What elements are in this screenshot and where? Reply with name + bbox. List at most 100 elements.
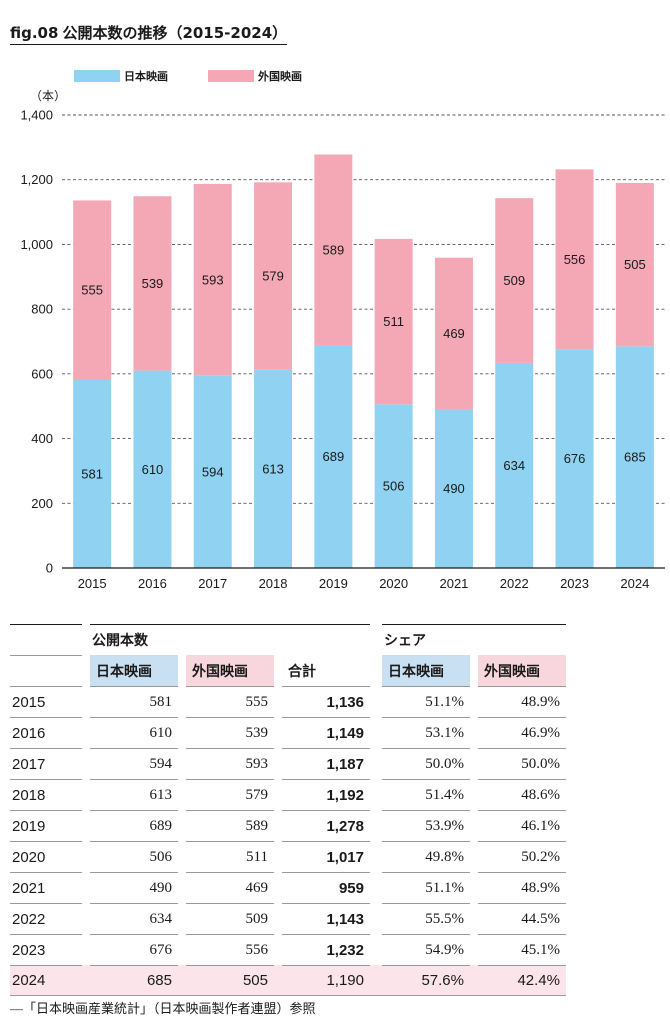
row-jp-share: 51.1%	[382, 872, 470, 903]
row-foreign-share: 48.9%	[478, 686, 566, 717]
table-row: 2024 685 505 1,190 57.6% 42.4%	[10, 965, 566, 996]
stacked-bar-chart: 日本映画 外国映画 （本） 0 200 400 600 800 1,000 1,200 1,400 5…	[20, 69, 665, 591]
col-header-foreign-share: 外国映画	[478, 655, 566, 686]
row-jp-count: 676	[90, 934, 178, 965]
row-foreign-count: 511	[186, 841, 274, 872]
row-foreign-share: 46.1%	[478, 810, 566, 841]
data-label: 556	[564, 252, 586, 267]
row-jp-count: 689	[90, 810, 178, 841]
row-foreign-share: 44.5%	[478, 903, 566, 934]
bar-foreign	[254, 182, 293, 370]
group-header-counts: 公開本数	[90, 624, 370, 655]
data-label: 506	[383, 479, 405, 494]
source-note: ―「日本映画産業統計」（日本映画製作者連盟）参照	[10, 1001, 316, 1016]
bar-japanese	[495, 362, 534, 568]
x-tick-label: 2017	[198, 576, 227, 591]
legend-label: 外国映画	[257, 69, 302, 83]
y-tick-label: 800	[31, 302, 53, 317]
data-label: 589	[322, 242, 344, 257]
row-foreign-count: 579	[186, 779, 274, 810]
bar-foreign	[555, 169, 594, 350]
row-year: 2024	[10, 965, 82, 996]
data-label: 469	[443, 326, 465, 341]
y-tick-label: 0	[46, 561, 53, 576]
data-label: 613	[262, 461, 284, 476]
table-row: 2023 676 556 1,232 54.9% 45.1%	[10, 934, 566, 965]
row-year: 2019	[10, 810, 82, 841]
bar-japanese	[193, 375, 232, 568]
bar-japanese	[434, 409, 473, 568]
row-foreign-count: 589	[186, 810, 274, 841]
table-row: 2016 610 539 1,149 53.1% 46.9%	[10, 717, 566, 748]
bar-japanese	[254, 369, 293, 568]
data-label: 594	[202, 464, 224, 479]
row-year: 2023	[10, 934, 82, 965]
row-total: 1,143	[282, 903, 370, 934]
row-foreign-count: 539	[186, 717, 274, 748]
bar-foreign	[615, 182, 654, 347]
bar-foreign	[374, 238, 413, 405]
bar-japanese	[133, 370, 172, 568]
data-label: 505	[624, 257, 646, 272]
legend-swatch	[208, 70, 254, 82]
row-year: 2021	[10, 872, 82, 903]
data-label: 685	[624, 450, 646, 465]
bar-foreign	[434, 257, 473, 410]
data-label: 509	[503, 273, 525, 288]
col-header-jp-share: 日本映画	[382, 655, 470, 686]
data-label: 610	[142, 462, 164, 477]
row-jp-share: 53.9%	[382, 810, 470, 841]
data-label: 539	[142, 276, 164, 291]
x-tick-label: 2022	[500, 576, 529, 591]
legend: 日本映画 外国映画	[74, 69, 302, 83]
data-label: 593	[202, 272, 224, 287]
table-column-header-row: 日本映画 外国映画 合計 日本映画 外国映画	[10, 655, 566, 686]
data-table: 公開本数 シェア 日本映画 外国映画 合計 日本映画 外国映画 2015 581 5…	[10, 624, 566, 996]
table-row: 2017 594 593 1,187 50.0% 50.0%	[10, 748, 566, 779]
row-total: 1,278	[282, 810, 370, 841]
bar-japanese	[73, 380, 112, 568]
x-tick-label: 2015	[78, 576, 107, 591]
row-foreign-share: 46.9%	[478, 717, 566, 748]
x-tick-label: 2024	[620, 576, 649, 591]
row-jp-share: 54.9%	[382, 934, 470, 965]
data-label: 555	[81, 283, 103, 298]
table-row: 2019 689 589 1,278 53.9% 46.1%	[10, 810, 566, 841]
row-year: 2015	[10, 686, 82, 717]
table-row: 2018 613 579 1,192 51.4% 48.6%	[10, 779, 566, 810]
table-group-header-row: 公開本数 シェア	[10, 624, 566, 655]
row-total: 959	[282, 872, 370, 903]
row-year: 2020	[10, 841, 82, 872]
bar-foreign	[193, 183, 232, 376]
bar-japanese	[555, 349, 594, 568]
x-tick-label: 2021	[439, 576, 468, 591]
x-tick-label: 2016	[138, 576, 167, 591]
table-row: 2015 581 555 1,136 51.1% 48.9%	[10, 686, 566, 717]
figure-title-text: 公開本数の推移（2015-2024）	[62, 24, 288, 42]
row-year: 2016	[10, 717, 82, 748]
row-year: 2018	[10, 779, 82, 810]
row-total: 1,190	[282, 965, 370, 996]
row-total: 1,192	[282, 779, 370, 810]
row-jp-share: 55.5%	[382, 903, 470, 934]
row-jp-share: 51.4%	[382, 779, 470, 810]
bar-foreign	[133, 196, 172, 371]
row-foreign-share: 50.2%	[478, 841, 566, 872]
row-foreign-share: 50.0%	[478, 748, 566, 779]
row-jp-share: 50.0%	[382, 748, 470, 779]
row-foreign-share: 45.1%	[478, 934, 566, 965]
row-foreign-count: 556	[186, 934, 274, 965]
table-row: 2022 634 509 1,143 55.5% 44.5%	[10, 903, 566, 934]
row-jp-count: 685	[90, 965, 178, 996]
legend-swatch	[74, 70, 120, 82]
row-jp-share: 57.6%	[382, 965, 470, 996]
table-body: 2015 581 555 1,136 51.1% 48.9% 2016 610 539 1,149…	[10, 686, 566, 996]
row-jp-count: 490	[90, 872, 178, 903]
data-label: 490	[443, 481, 465, 496]
x-tick-label: 2020	[379, 576, 408, 591]
row-foreign-share: 48.9%	[478, 872, 566, 903]
figure-title: fig.08 公開本数の推移（2015-2024）	[10, 22, 288, 45]
col-header-foreign: 外国映画	[186, 655, 274, 686]
data-label: 634	[503, 458, 525, 473]
group-header-share: シェア	[382, 624, 566, 655]
